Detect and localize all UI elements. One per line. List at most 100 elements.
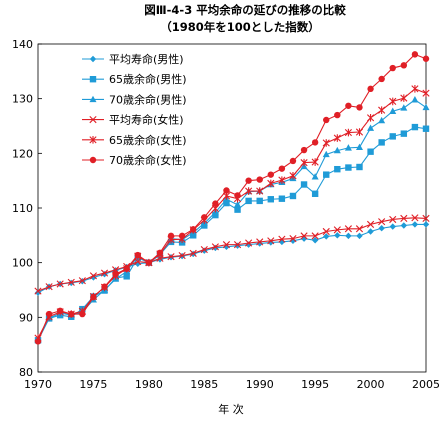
data-point xyxy=(323,171,330,178)
data-point xyxy=(311,232,319,240)
data-point xyxy=(45,310,53,318)
data-point xyxy=(89,272,98,280)
data-point xyxy=(378,75,385,83)
data-point xyxy=(67,278,75,286)
data-point xyxy=(267,179,275,188)
data-point xyxy=(278,195,286,202)
data-point xyxy=(256,187,264,195)
legend-item: 65歳余命(男性) xyxy=(82,72,187,86)
data-point xyxy=(234,192,241,199)
data-point xyxy=(356,163,363,171)
series-line xyxy=(37,99,427,341)
chart-subtitle: （1980年を100とした指数） xyxy=(160,20,320,34)
data-point xyxy=(334,232,341,239)
data-point xyxy=(345,102,352,109)
data-point xyxy=(245,197,252,205)
data-point xyxy=(223,187,230,194)
legend-item: 70歳余命(男性) xyxy=(82,92,187,106)
data-point xyxy=(422,125,430,132)
data-point xyxy=(411,221,419,228)
data-point xyxy=(289,235,297,243)
series-4 xyxy=(34,85,430,342)
data-point xyxy=(134,251,141,259)
data-point xyxy=(211,243,219,251)
series-0 xyxy=(34,221,430,296)
data-point xyxy=(289,171,297,180)
data-point xyxy=(189,249,197,257)
data-point xyxy=(56,307,64,314)
data-point xyxy=(367,148,374,155)
data-point xyxy=(190,226,197,233)
data-point xyxy=(278,176,286,184)
data-point xyxy=(389,97,397,106)
data-point xyxy=(245,239,253,247)
data-point xyxy=(178,232,186,240)
data-point xyxy=(234,242,241,249)
data-point xyxy=(411,51,419,58)
data-point xyxy=(345,232,352,240)
y-tick-label: 80 xyxy=(19,366,33,379)
data-point xyxy=(389,215,397,224)
data-point xyxy=(356,104,363,111)
data-point xyxy=(322,139,330,147)
data-point xyxy=(267,196,274,203)
data-point xyxy=(311,158,319,166)
data-point xyxy=(245,177,252,184)
legend-label: 65歳余命(男性) xyxy=(109,72,187,86)
series-group xyxy=(34,51,430,345)
data-point xyxy=(101,270,108,278)
data-point xyxy=(378,116,386,124)
data-point xyxy=(356,232,363,240)
data-point xyxy=(323,116,330,124)
data-point xyxy=(378,225,385,232)
data-point xyxy=(178,251,186,260)
data-point xyxy=(212,200,219,207)
data-point xyxy=(333,146,341,154)
x-tick-label: 2000 xyxy=(357,378,385,391)
data-point xyxy=(156,249,164,257)
data-point xyxy=(278,165,286,172)
data-point xyxy=(345,164,352,171)
data-point xyxy=(68,310,75,318)
data-point xyxy=(367,228,374,235)
legend-marker xyxy=(89,116,97,124)
data-point xyxy=(333,134,341,142)
y-tick-label: 110 xyxy=(12,202,33,215)
legend-marker xyxy=(89,136,97,144)
data-point xyxy=(123,265,130,272)
data-point xyxy=(245,187,253,195)
legend-marker xyxy=(89,76,97,83)
data-point xyxy=(411,214,419,222)
data-point xyxy=(355,128,364,136)
data-point xyxy=(267,171,274,178)
legend-label: 65歳余命(女性) xyxy=(109,133,187,147)
data-point xyxy=(289,192,297,200)
data-point xyxy=(300,146,308,154)
data-point xyxy=(422,89,430,97)
data-point xyxy=(167,232,175,240)
data-point xyxy=(300,232,308,240)
data-point xyxy=(323,233,330,240)
data-point xyxy=(190,232,197,239)
legend: 平均寿命(男性) 65歳余命(男性) 70歳余命(男性) 平均寿命(女性) 65歳余命(… xyxy=(82,52,187,167)
x-axis-label: 年 次 xyxy=(218,402,244,416)
data-point xyxy=(123,273,130,280)
data-point xyxy=(400,62,408,69)
data-point xyxy=(366,114,375,122)
data-point xyxy=(300,181,308,188)
data-point xyxy=(367,85,374,93)
data-point xyxy=(278,235,286,243)
data-point xyxy=(234,201,242,208)
y-tick-label: 130 xyxy=(12,93,33,106)
series-line xyxy=(37,88,427,339)
data-point xyxy=(79,310,86,318)
data-point xyxy=(367,124,375,131)
data-point xyxy=(422,103,430,111)
data-point xyxy=(344,225,352,233)
data-point xyxy=(145,259,153,266)
data-point xyxy=(300,158,308,167)
axes: 80 90 100 110 120 130 140 1970 1975 1980 1985 1990 1… xyxy=(12,38,440,391)
series-line xyxy=(37,217,427,292)
series-5 xyxy=(34,51,430,345)
